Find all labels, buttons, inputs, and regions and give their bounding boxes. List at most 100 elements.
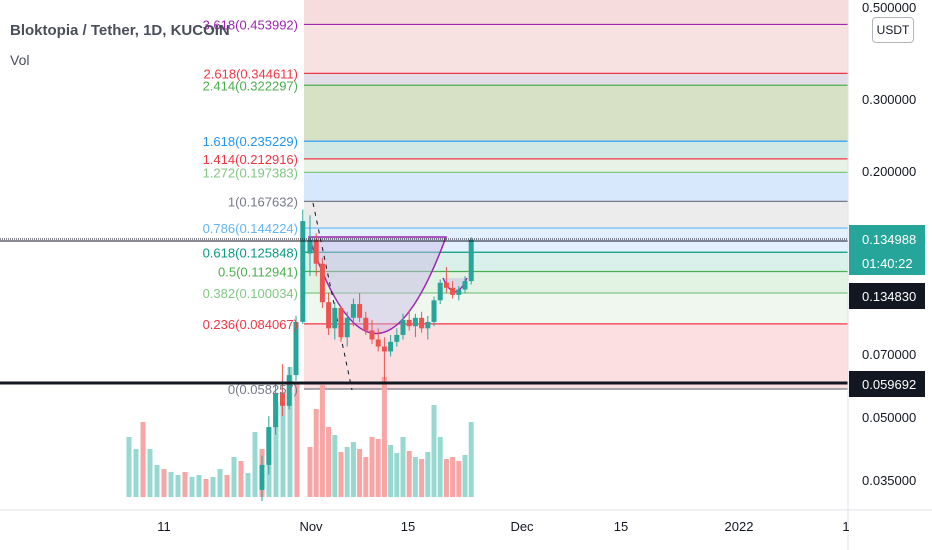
volume-bar — [280, 392, 286, 497]
fib-level-label: 0.236(0.084067) — [203, 317, 298, 332]
candle-body — [313, 239, 319, 264]
candlestick-series — [259, 209, 474, 502]
volume-bar — [287, 367, 293, 497]
candle-body — [468, 239, 474, 282]
volume-bar — [154, 465, 160, 497]
candle-body — [412, 317, 418, 327]
fib-zone — [304, 172, 848, 202]
volume-bar — [238, 461, 244, 497]
volume-bar — [224, 475, 230, 497]
candle-body — [394, 334, 400, 342]
volume-bar — [133, 449, 139, 497]
candle-body — [363, 317, 369, 331]
volume-bar — [350, 442, 356, 497]
candle-body — [326, 302, 332, 329]
volume-bar — [381, 377, 387, 497]
time-tick: 11 — [157, 519, 171, 534]
currency-button[interactable]: USDT — [872, 17, 914, 43]
volume-bar — [326, 427, 332, 497]
volume-bar — [147, 449, 153, 497]
candle-body — [319, 263, 325, 303]
volume-bar — [425, 452, 431, 497]
volume-bar — [456, 461, 462, 497]
candle-body — [307, 239, 313, 254]
volume-bar — [338, 452, 344, 497]
candle-body — [300, 221, 306, 322]
time-tick: 15 — [614, 519, 628, 534]
volume-bar — [126, 437, 132, 497]
symbol-title[interactable]: Bloktopia / Tether, 1D, KUCOIN — [10, 22, 230, 39]
time-tick: 1 — [842, 519, 849, 534]
time-tick: 2022 — [725, 519, 754, 534]
volume-bar — [319, 385, 325, 497]
fib-zone — [304, 158, 848, 173]
fib-level-label: 0.618(0.125848) — [203, 245, 298, 260]
volume-bar — [437, 437, 443, 497]
candle-body — [357, 304, 363, 318]
candle-body — [344, 317, 350, 338]
volume-bar — [431, 405, 437, 497]
candle-body — [273, 392, 279, 428]
volume-bar — [182, 472, 188, 497]
candle-body — [369, 330, 375, 340]
volume-bar — [252, 432, 258, 497]
volume-bar — [406, 451, 412, 497]
fib-zone — [304, 201, 848, 229]
price-axis[interactable]: 0.500000 0.300000 0.200000 0.070000 0.05… — [862, 0, 916, 488]
price-tick: 0.500000 — [862, 0, 916, 15]
volume-bar — [443, 459, 449, 497]
fib-zone — [304, 73, 848, 86]
volume-bar — [189, 477, 195, 497]
fib-level-label: 0.786(0.144224) — [203, 221, 298, 236]
last-price-badge — [849, 225, 925, 275]
support-price-value: 0.059692 — [862, 377, 916, 392]
volume-bar — [294, 382, 300, 497]
fib-level-label: 1.618(0.235229) — [203, 134, 298, 149]
volume-bar — [450, 457, 456, 497]
line-price-value: 0.134830 — [862, 289, 916, 304]
volume-bar — [462, 455, 468, 497]
line-price-badge — [849, 283, 925, 309]
volume-bar — [175, 475, 181, 497]
volume-bar — [419, 459, 425, 497]
fib-level-label: 1(0.167632) — [228, 194, 298, 209]
time-tick: 15 — [401, 519, 415, 534]
candle-body — [406, 319, 412, 327]
price-tick: 0.035000 — [862, 473, 916, 488]
volume-bar — [394, 453, 400, 497]
fib-level-label: 3.618(0.453992) — [203, 17, 298, 32]
volume-bar — [400, 437, 406, 497]
fib-level-label: 2.618(0.344611) — [204, 66, 298, 81]
volume-bar — [161, 469, 167, 497]
fib-level-label: 1.272(0.197383) — [203, 165, 298, 180]
bar-countdown: 01:40:22 — [862, 256, 913, 271]
horizontal-lines — [0, 238, 848, 385]
fib-zone — [304, 228, 848, 253]
candle-body — [462, 281, 468, 290]
volume-bar — [140, 422, 146, 497]
volume-bar — [210, 477, 216, 497]
volume-bar — [231, 457, 237, 497]
time-tick: Nov — [299, 519, 323, 534]
candle-body — [350, 304, 356, 318]
candle-body — [388, 341, 394, 352]
volume-indicator-label[interactable]: Vol — [10, 52, 30, 68]
price-tick: 0.070000 — [862, 347, 916, 362]
volume-bar — [332, 435, 338, 497]
fib-zone — [304, 24, 848, 74]
volume-bar — [357, 449, 363, 497]
fib-level-label: 0(0.058257) — [228, 382, 298, 397]
fib-zone — [304, 85, 848, 142]
candle-body — [425, 321, 431, 329]
time-axis[interactable]: 11 Nov 15 Dec 15 2022 1 — [157, 519, 849, 534]
volume-bar — [375, 439, 381, 497]
fibonacci-levels — [304, 23, 848, 390]
volume-bar — [273, 402, 279, 497]
volume-bar — [245, 473, 251, 497]
candle-body — [381, 346, 387, 352]
candle-body — [431, 300, 437, 322]
time-tick: Dec — [510, 519, 534, 534]
candle-body — [437, 282, 443, 301]
volume-bar — [196, 475, 202, 497]
